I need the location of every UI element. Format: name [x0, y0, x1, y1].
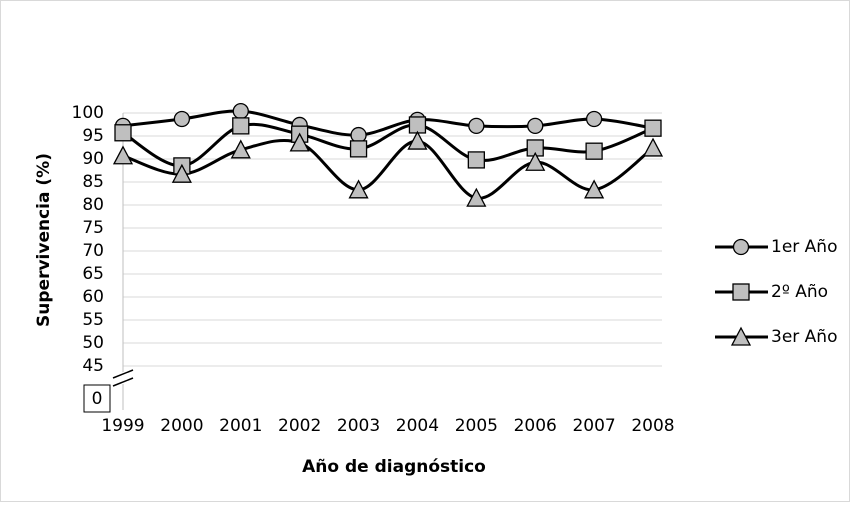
y-tick-label: 60 — [82, 287, 104, 307]
x-tick-label: 2008 — [631, 416, 674, 436]
y-tick-label: 50 — [82, 333, 104, 353]
x-tick-label: 2005 — [455, 416, 498, 436]
x-tick-label: 2007 — [572, 416, 615, 436]
data-point — [525, 151, 546, 171]
data-point — [232, 103, 249, 120]
legend-marker — [732, 238, 750, 256]
data-point — [171, 163, 192, 183]
legend-label: 3er Año — [771, 327, 837, 347]
axis-break — [112, 377, 134, 387]
y-tick-label: 65 — [82, 264, 104, 284]
y-tick-label: 95 — [82, 126, 104, 146]
y-tick-label: 100 — [72, 103, 104, 123]
break-tick-box — [83, 384, 111, 413]
x-tick-label: 2002 — [278, 416, 321, 436]
x-tick-label: 2004 — [396, 416, 439, 436]
data-point — [585, 142, 603, 160]
y-tick-label: 0 — [92, 389, 103, 409]
y-tick-label: 55 — [82, 310, 104, 330]
y-tick-label: 75 — [82, 218, 104, 238]
data-point — [289, 132, 310, 152]
data-point — [112, 145, 134, 165]
series-line — [122, 122, 654, 168]
legend-marker — [730, 326, 752, 346]
x-tick-label: 2003 — [337, 416, 380, 436]
legend-label: 2º Año — [771, 282, 828, 302]
data-point — [348, 179, 369, 199]
data-point — [467, 151, 485, 169]
x-tick-label: 2006 — [514, 416, 557, 436]
x-tick-label: 2001 — [219, 416, 262, 436]
data-point — [230, 139, 251, 159]
y-tick-label: 85 — [82, 172, 104, 192]
axis-break — [112, 369, 134, 379]
data-point — [642, 137, 664, 157]
data-point — [584, 179, 605, 199]
data-point — [466, 187, 487, 207]
data-point — [349, 140, 368, 158]
series-line — [122, 109, 654, 137]
data-point — [644, 119, 662, 137]
data-point — [527, 117, 544, 135]
y-tick-label: 80 — [82, 195, 104, 215]
y-tick-label: 45 — [82, 356, 104, 376]
x-axis-title: Año de diagnóstico — [302, 457, 486, 477]
x-tick-label: 1999 — [101, 416, 144, 436]
y-axis-title: Supervivencia (%) — [34, 153, 54, 327]
data-point — [408, 116, 427, 134]
data-point — [407, 130, 428, 150]
data-point — [114, 124, 132, 142]
data-point — [585, 110, 603, 128]
series-line — [122, 138, 654, 200]
data-point — [173, 110, 191, 128]
y-tick-label: 70 — [82, 241, 104, 261]
y-tick-label: 90 — [82, 149, 104, 169]
legend-label: 1er Año — [771, 237, 837, 257]
legend-marker — [732, 283, 750, 301]
data-point — [468, 117, 485, 135]
data-point — [232, 117, 250, 135]
x-tick-label: 2000 — [160, 416, 203, 436]
